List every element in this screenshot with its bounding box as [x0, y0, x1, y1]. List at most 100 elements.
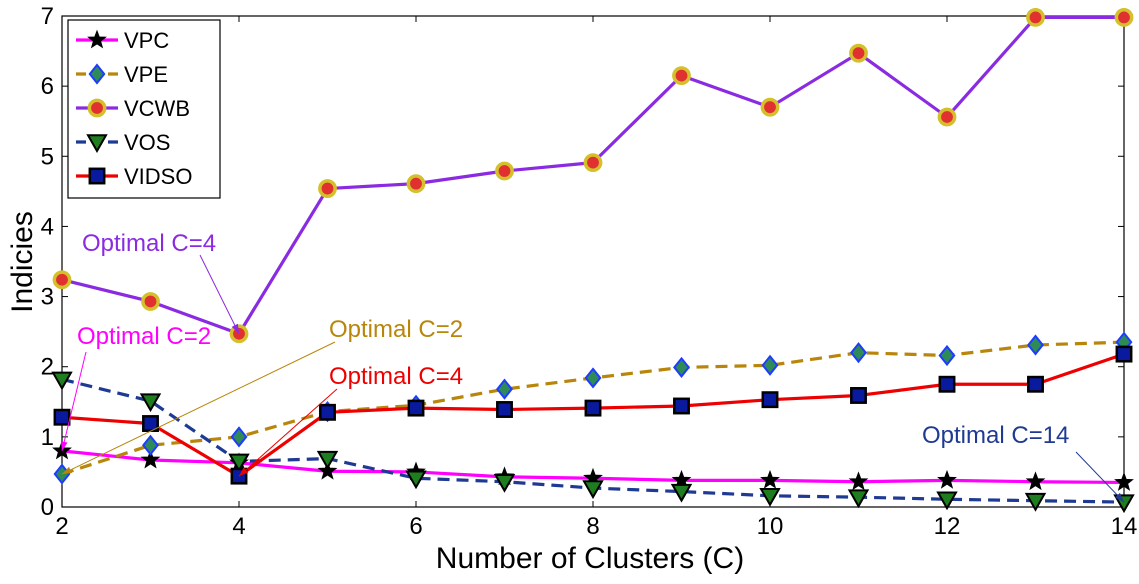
data-point-vos — [670, 483, 693, 503]
data-point-vos — [582, 480, 604, 500]
data-point-vidso — [53, 408, 71, 426]
annotation-arrowhead — [231, 323, 239, 334]
data-point-vidso — [407, 399, 425, 417]
x-tick-label: 2 — [55, 513, 68, 540]
data-point-vos — [405, 470, 427, 490]
y-tick-label: 4 — [41, 213, 54, 240]
y-tick-label: 2 — [41, 354, 54, 381]
annotation-arrowhead — [62, 466, 72, 475]
legend-label-vcwb: VCWB — [124, 96, 190, 121]
legend-label-vpe: VPE — [124, 62, 168, 87]
y-tick-label: 0 — [41, 494, 54, 521]
data-point-vcwb — [849, 43, 868, 63]
x-tick-label: 4 — [232, 513, 245, 540]
data-point-vcwb — [52, 270, 72, 290]
legend-entry-vidso: VIDSO — [76, 164, 192, 189]
annotation-arrow-line — [1075, 451, 1125, 503]
legend-marker-vpe — [88, 63, 106, 85]
data-point-vidso — [496, 401, 513, 418]
data-point-vpc — [1025, 471, 1046, 491]
annotation-optimal: Optimal C=4 — [238, 363, 463, 477]
series-vos — [51, 371, 1135, 514]
data-point-vos — [316, 450, 339, 470]
data-point-vcwb — [495, 161, 514, 181]
data-point-vpc — [848, 471, 869, 491]
data-point-vpe — [673, 356, 690, 379]
data-point-vcwb — [406, 174, 426, 194]
legend-entry-vcwb: VCWB — [76, 96, 190, 121]
data-point-vpc — [1114, 472, 1134, 491]
data-point-vcwb — [141, 292, 160, 311]
legend-marker-vos — [86, 134, 108, 154]
data-point-vos — [759, 488, 781, 507]
x-tick-label: 10 — [757, 513, 784, 540]
data-point-vpe — [496, 378, 513, 400]
data-point-vcwb — [318, 179, 337, 198]
annotation-arrowhead — [1115, 492, 1124, 503]
data-point-vpe — [938, 344, 956, 367]
annotation-label: Optimal C=14 — [922, 422, 1069, 449]
x-tick-label: 8 — [586, 513, 599, 540]
annotation-optimal: Optimal C=2 — [61, 316, 463, 475]
data-point-vpe — [230, 426, 248, 448]
x-tick-label: 6 — [409, 513, 422, 540]
y-tick-label: 5 — [41, 143, 54, 170]
data-point-vidso — [850, 387, 867, 404]
data-point-vos — [228, 453, 250, 473]
data-point-vos — [139, 393, 162, 413]
data-point-vpe — [850, 342, 867, 364]
annotation-arrowhead — [239, 467, 249, 477]
data-point-vidso — [1027, 375, 1044, 393]
data-point-vidso — [673, 397, 690, 415]
series-vcwb — [52, 8, 1134, 344]
data-point-vidso — [584, 399, 602, 417]
y-axis-label: Indicies — [6, 211, 39, 313]
annotation-arrow-line — [238, 388, 338, 477]
annotation-arrow-line — [199, 254, 240, 334]
annotation-arrow-line — [61, 351, 87, 452]
data-point-vidso — [1115, 345, 1133, 363]
data-point-vcwb — [760, 97, 780, 117]
data-point-vcwb — [672, 66, 691, 86]
data-point-vidso — [319, 403, 336, 421]
data-point-vcwb — [1026, 8, 1045, 27]
data-point-vos — [51, 371, 73, 391]
data-point-vpe — [584, 367, 602, 389]
data-point-vpc — [760, 469, 780, 489]
data-point-vpe — [761, 354, 779, 376]
x-tick-label: 12 — [934, 513, 961, 540]
legend-marker-vidso — [88, 167, 106, 185]
data-point-vcwb — [583, 153, 603, 172]
annotation-optimal: Optimal C=2 — [60, 323, 211, 452]
legend: VPC VPE VCWB VOS VIDSO — [67, 19, 221, 199]
annotation-label: Optimal C=4 — [329, 363, 463, 390]
data-point-vpc — [140, 449, 161, 469]
legend-entry-vpc: VPC — [76, 28, 169, 53]
annotation-arrowhead — [60, 440, 68, 451]
legend-marker-vpc — [87, 29, 107, 49]
data-point-vpc — [317, 460, 338, 480]
y-tick-label: 6 — [41, 73, 54, 100]
annotation-arrow-line — [61, 341, 336, 475]
annotation-optimal: Optimal C=14 — [922, 422, 1125, 503]
y-tick-label: 7 — [41, 3, 54, 30]
data-point-vos — [1024, 492, 1047, 512]
legend-label-vos: VOS — [124, 130, 170, 155]
data-point-vidso — [938, 375, 956, 393]
data-point-vpe — [142, 434, 159, 456]
annotation-optimal: Optimal C=4 — [82, 230, 240, 334]
data-point-vos — [936, 491, 958, 511]
annotation-layer: Optimal C=4 Optimal C=2 Optimal C=2 Optimal… — [60, 230, 1125, 503]
data-point-vcwb — [1114, 8, 1134, 27]
data-point-vpe — [1027, 334, 1044, 356]
data-point-vos — [847, 489, 870, 509]
annotation-label: Optimal C=4 — [82, 230, 216, 257]
legend-marker-vcwb — [87, 98, 107, 118]
legend-entry-vpe: VPE — [76, 62, 168, 87]
y-tick-label: 1 — [41, 424, 54, 451]
x-tick-label: 14 — [1111, 513, 1138, 540]
data-point-vcwb — [937, 107, 957, 127]
annotation-label: Optimal C=2 — [329, 316, 463, 343]
